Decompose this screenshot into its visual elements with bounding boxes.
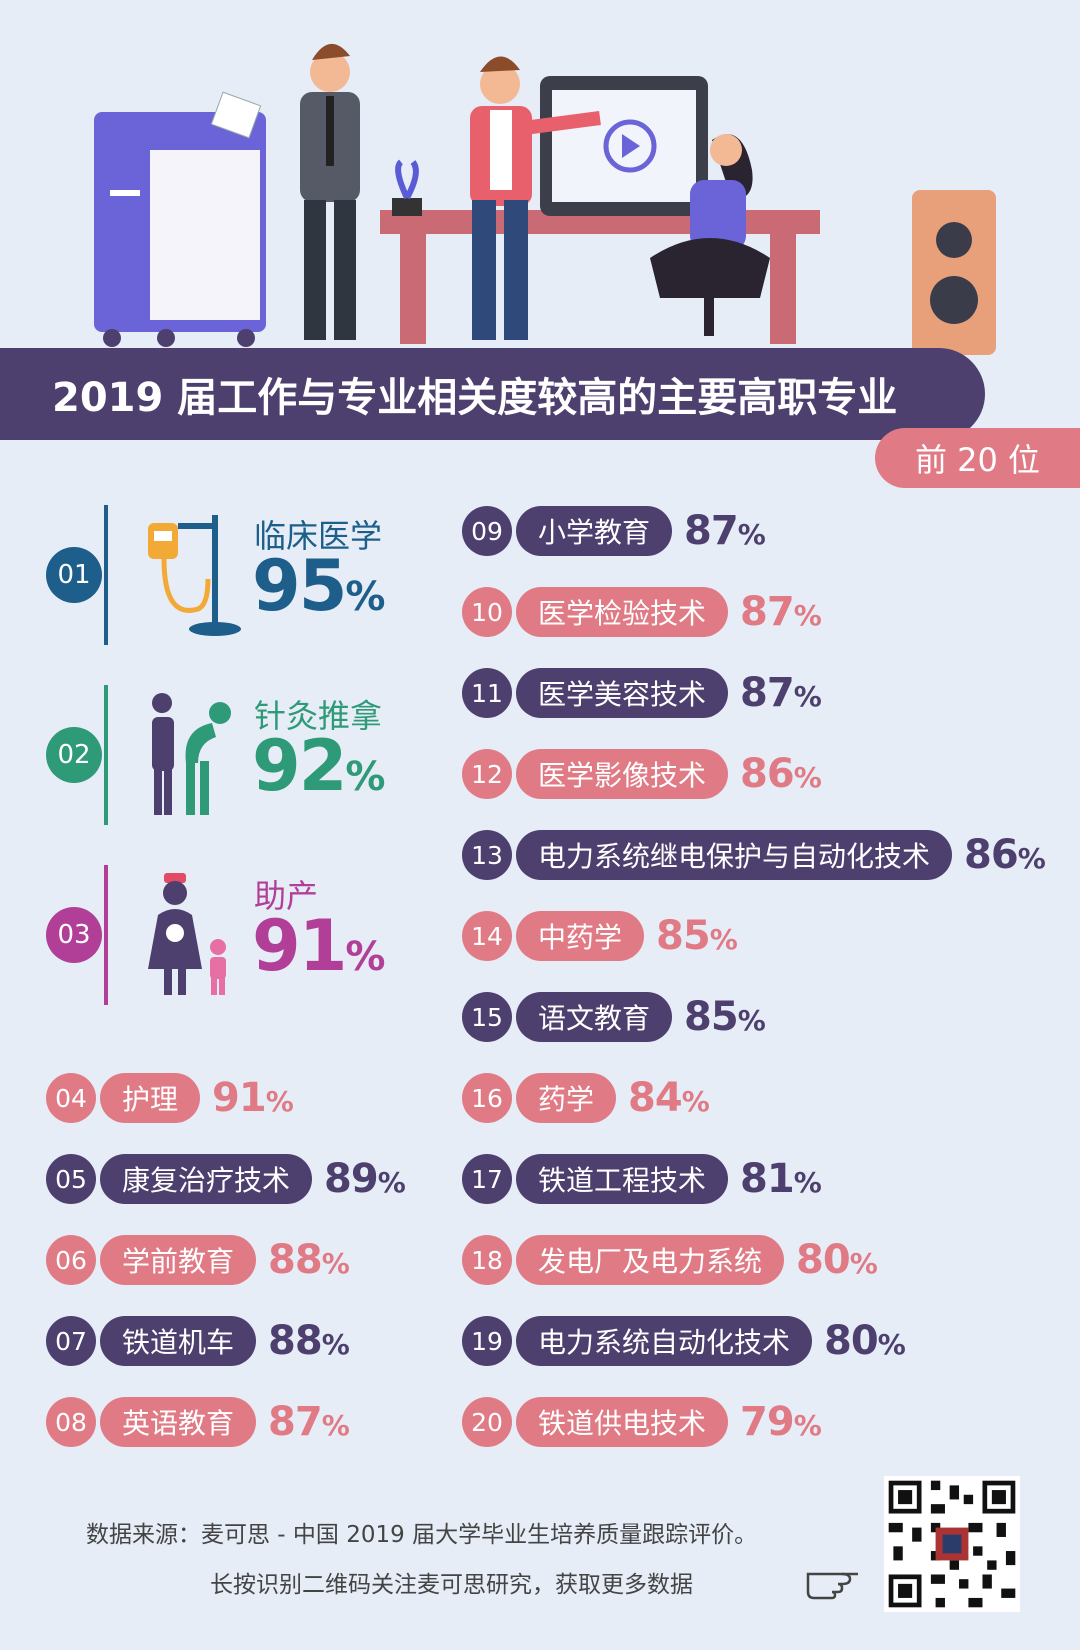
nurse-child-icon bbox=[148, 873, 226, 995]
play-icon bbox=[603, 119, 657, 173]
rank-number: 10 bbox=[462, 587, 512, 637]
major-name: 助产 bbox=[254, 877, 319, 915]
major-name: 语文教育 bbox=[516, 992, 673, 1042]
data-source: 数据来源：麦可思 - 中国 2019 届大学毕业生培养质量跟踪评价。 bbox=[86, 1522, 758, 1548]
rank-row: 13 电力系统继电保护与自动化技术 86% bbox=[462, 829, 1046, 881]
iv-drip-icon bbox=[148, 515, 241, 636]
subtitle-tag: 前 20 位 bbox=[875, 428, 1080, 488]
rank-row: 09 小学教育 87% bbox=[462, 505, 766, 557]
major-value: 84% bbox=[628, 1075, 710, 1121]
rank-number: 17 bbox=[462, 1154, 512, 1204]
rank-row: 08 英语教育 87% bbox=[46, 1396, 350, 1448]
rank-row: 19 电力系统自动化技术 80% bbox=[462, 1315, 906, 1367]
rank-row: 17 铁道工程技术 81% bbox=[462, 1153, 822, 1205]
rank-row: 10 医学检验技术 87% bbox=[462, 586, 822, 638]
rank-number: 15 bbox=[462, 992, 512, 1042]
major-value: 88% bbox=[268, 1237, 350, 1283]
rank-row: 11 医学美容技术 87% bbox=[462, 667, 822, 719]
rank-number: 05 bbox=[46, 1154, 96, 1204]
rank-number: 11 bbox=[462, 668, 512, 718]
major-name: 康复治疗技术 bbox=[100, 1154, 313, 1204]
rank-row: 15 语文教育 85% bbox=[462, 991, 766, 1043]
rank-number: 08 bbox=[46, 1397, 96, 1447]
major-name: 铁道机车 bbox=[100, 1316, 257, 1366]
rank-number: 19 bbox=[462, 1316, 512, 1366]
page-title: 2019 届工作与专业相关度较高的主要高职专业 bbox=[0, 348, 985, 440]
woman-seated-icon bbox=[650, 134, 770, 336]
rank-row: 12 医学影像技术 86% bbox=[462, 748, 822, 800]
rank-number: 12 bbox=[462, 749, 512, 799]
major-value: 80% bbox=[796, 1237, 878, 1283]
major-name: 电力系统自动化技术 bbox=[516, 1316, 813, 1366]
major-name: 小学教育 bbox=[516, 506, 673, 556]
rank-number: 06 bbox=[46, 1235, 96, 1285]
major-name: 药学 bbox=[516, 1073, 617, 1123]
divider bbox=[104, 685, 108, 825]
major-value: 80% bbox=[824, 1318, 906, 1364]
rank-badge: 03 bbox=[46, 907, 102, 963]
rank-number: 07 bbox=[46, 1316, 96, 1366]
man-suit-icon bbox=[210, 43, 360, 340]
major-name: 针灸推拿 bbox=[254, 697, 383, 735]
major-value: 86% bbox=[740, 751, 822, 797]
massage-icon bbox=[152, 693, 231, 815]
pointing-hand-icon bbox=[806, 1572, 858, 1600]
rank-number: 09 bbox=[462, 506, 512, 556]
major-value: 87% bbox=[740, 589, 822, 635]
major-value: 87% bbox=[740, 670, 822, 716]
major-name: 英语教育 bbox=[100, 1397, 257, 1447]
qr-code-icon[interactable] bbox=[884, 1476, 1020, 1612]
major-value: 92% bbox=[252, 725, 386, 807]
major-name: 医学影像技术 bbox=[516, 749, 729, 799]
rank-row: 07 铁道机车 88% bbox=[46, 1315, 350, 1367]
divider bbox=[104, 865, 108, 1005]
divider bbox=[104, 505, 108, 645]
rank-number: 04 bbox=[46, 1073, 96, 1123]
rank-row: 20 铁道供电技术 79% bbox=[462, 1396, 822, 1448]
rank-row: 14 中药学 85% bbox=[462, 910, 738, 962]
rank-row: 06 学前教育 88% bbox=[46, 1234, 350, 1286]
major-value: 95% bbox=[252, 545, 386, 627]
major-value: 79% bbox=[740, 1399, 822, 1445]
major-name: 铁道供电技术 bbox=[516, 1397, 729, 1447]
major-name: 中药学 bbox=[516, 911, 645, 961]
major-name: 医学检验技术 bbox=[516, 587, 729, 637]
major-name: 电力系统继电保护与自动化技术 bbox=[516, 830, 953, 880]
major-name: 临床医学 bbox=[254, 517, 383, 555]
major-name: 护理 bbox=[100, 1073, 201, 1123]
rank-row: 16 药学 84% bbox=[462, 1072, 710, 1124]
rank-number: 16 bbox=[462, 1073, 512, 1123]
major-value: 91% bbox=[252, 905, 386, 987]
rank-number: 20 bbox=[462, 1397, 512, 1447]
rank-number: 18 bbox=[462, 1235, 512, 1285]
major-value: 81% bbox=[740, 1156, 822, 1202]
rank-row: 18 发电厂及电力系统 80% bbox=[462, 1234, 878, 1286]
rank-badge: 02 bbox=[46, 727, 102, 783]
hero-illustration bbox=[0, 0, 1080, 360]
rank-row: 05 康复治疗技术 89% bbox=[46, 1153, 406, 1205]
major-value: 89% bbox=[324, 1156, 406, 1202]
major-name: 学前教育 bbox=[100, 1235, 257, 1285]
major-value: 85% bbox=[656, 913, 738, 959]
rank-number: 13 bbox=[462, 830, 512, 880]
rank-badge: 01 bbox=[46, 547, 102, 603]
major-value: 86% bbox=[964, 832, 1046, 878]
rank-row: 04 护理 91% bbox=[46, 1072, 294, 1124]
speaker-icon bbox=[912, 190, 996, 355]
major-value: 85% bbox=[684, 994, 766, 1040]
major-name: 发电厂及电力系统 bbox=[516, 1235, 785, 1285]
major-value: 91% bbox=[212, 1075, 294, 1121]
major-value: 87% bbox=[684, 508, 766, 554]
major-value: 87% bbox=[268, 1399, 350, 1445]
top-rank-2: 02 针灸推拿 92% bbox=[46, 685, 426, 825]
major-name: 医学美容技术 bbox=[516, 668, 729, 718]
qr-prompt: 长按识别二维码关注麦可思研究，获取更多数据 bbox=[210, 1572, 693, 1598]
man-presenting-icon bbox=[470, 56, 601, 340]
top-rank-3: 03 助产 91% bbox=[46, 865, 426, 1005]
major-name: 铁道工程技术 bbox=[516, 1154, 729, 1204]
top-rank-1: 01 临床医学 95% bbox=[46, 505, 426, 645]
major-value: 88% bbox=[268, 1318, 350, 1364]
rank-number: 14 bbox=[462, 911, 512, 961]
